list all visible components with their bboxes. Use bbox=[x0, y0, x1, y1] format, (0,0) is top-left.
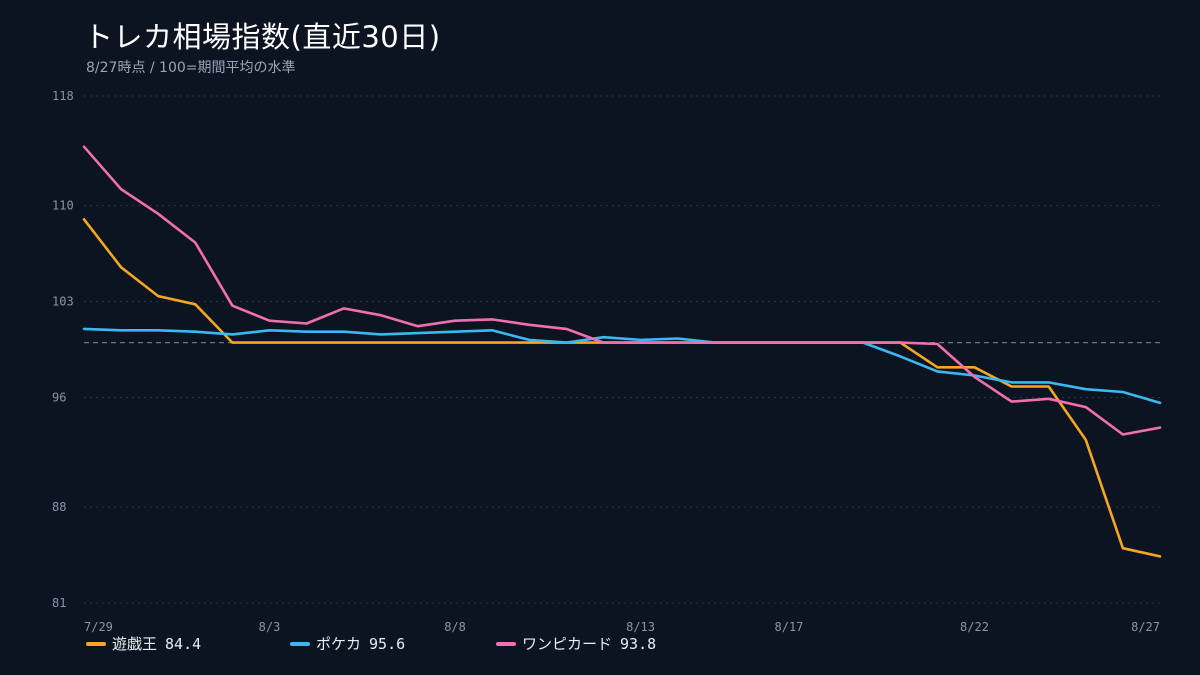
chart-title: トレカ相場指数(直近30日) bbox=[84, 20, 441, 54]
legend-series-value: 93.8 bbox=[620, 634, 657, 653]
legend-item-pokeca: ポケカ 95.6 bbox=[290, 633, 405, 654]
x-tick-label: 8/17 bbox=[775, 620, 804, 634]
y-tick-label: 88 bbox=[52, 500, 66, 514]
legend-series-name: 遊戯王 bbox=[112, 635, 158, 653]
legend-item-yugioh: 遊戯王 84.4 bbox=[86, 633, 201, 654]
legend-item-onepiece: ワンピカード 93.8 bbox=[496, 633, 656, 654]
x-tick-label: 8/22 bbox=[960, 620, 989, 634]
grid-layer bbox=[84, 95, 1160, 604]
x-tick-label: 7/29 bbox=[84, 620, 113, 634]
series-line-0 bbox=[82, 218, 1162, 558]
series-line-2 bbox=[82, 145, 1162, 436]
series-line-1 bbox=[82, 327, 1162, 405]
legend-series-value: 95.6 bbox=[369, 634, 406, 653]
chart-subtitle: 8/27時点 / 100=期間平均の水準 bbox=[86, 60, 296, 76]
y-tick-label: 96 bbox=[52, 390, 66, 404]
legend-series-name: ポケカ bbox=[316, 635, 362, 653]
y-tick-label: 110 bbox=[52, 199, 74, 213]
legend-swatch bbox=[496, 641, 516, 646]
x-tick-label: 8/13 bbox=[626, 620, 655, 634]
y-tick-label: 118 bbox=[52, 89, 74, 103]
legend-series-name: ワンピカード bbox=[522, 635, 613, 653]
y-tick-label: 103 bbox=[52, 295, 74, 309]
x-tick-label: 8/8 bbox=[444, 620, 466, 634]
series-layer bbox=[82, 145, 1162, 558]
legend-swatch bbox=[290, 641, 310, 646]
x-tick-label: 8/3 bbox=[259, 620, 281, 634]
legend: 遊戯王 84.4 ポケカ 95.6 ワンピカード 93.8 bbox=[86, 633, 1166, 657]
y-tick-label: 81 bbox=[52, 596, 66, 610]
legend-swatch bbox=[86, 641, 106, 646]
legend-series-value: 84.4 bbox=[165, 634, 202, 653]
x-tick-label: 8/27 bbox=[1131, 620, 1160, 634]
x-axis-ticks: 7/29 8/3 8/8 8/13 8/17 8/22 8/27 bbox=[84, 620, 1160, 634]
y-axis-ticks: 118 110 103 96 88 81 bbox=[52, 89, 74, 610]
